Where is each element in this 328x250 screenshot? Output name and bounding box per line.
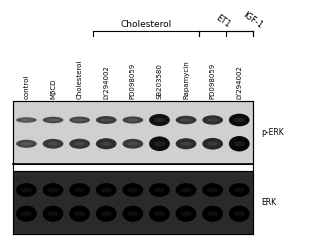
Ellipse shape bbox=[180, 142, 192, 146]
Ellipse shape bbox=[234, 118, 245, 122]
Ellipse shape bbox=[154, 188, 165, 192]
Ellipse shape bbox=[149, 136, 170, 151]
Ellipse shape bbox=[149, 114, 170, 126]
Text: SB203580: SB203580 bbox=[156, 63, 162, 99]
Ellipse shape bbox=[122, 206, 143, 222]
Ellipse shape bbox=[100, 118, 112, 122]
Ellipse shape bbox=[127, 142, 138, 146]
Ellipse shape bbox=[47, 142, 59, 146]
Ellipse shape bbox=[21, 211, 32, 216]
Ellipse shape bbox=[207, 118, 218, 122]
Text: PD098059: PD098059 bbox=[210, 62, 215, 99]
Ellipse shape bbox=[96, 183, 117, 197]
Ellipse shape bbox=[47, 119, 59, 121]
Ellipse shape bbox=[47, 211, 59, 216]
Text: ERK: ERK bbox=[261, 198, 276, 207]
Ellipse shape bbox=[202, 206, 223, 222]
Ellipse shape bbox=[234, 141, 245, 146]
Ellipse shape bbox=[21, 142, 32, 145]
Ellipse shape bbox=[202, 115, 223, 125]
Ellipse shape bbox=[202, 138, 223, 149]
Ellipse shape bbox=[180, 211, 192, 216]
Ellipse shape bbox=[16, 140, 37, 148]
Ellipse shape bbox=[229, 206, 250, 222]
Text: MβCD: MβCD bbox=[50, 78, 56, 99]
Ellipse shape bbox=[127, 188, 138, 192]
Ellipse shape bbox=[154, 118, 165, 122]
Ellipse shape bbox=[154, 211, 165, 216]
Text: Cholesterol: Cholesterol bbox=[77, 59, 83, 99]
Text: ET1: ET1 bbox=[214, 14, 232, 30]
Ellipse shape bbox=[21, 119, 32, 121]
Ellipse shape bbox=[127, 211, 138, 216]
Ellipse shape bbox=[100, 142, 112, 146]
Ellipse shape bbox=[122, 116, 143, 123]
Text: control: control bbox=[23, 74, 30, 99]
Text: Rapamycin: Rapamycin bbox=[183, 60, 189, 99]
Ellipse shape bbox=[207, 188, 218, 192]
Ellipse shape bbox=[96, 138, 117, 149]
Ellipse shape bbox=[122, 183, 143, 197]
Ellipse shape bbox=[43, 139, 63, 148]
Ellipse shape bbox=[176, 206, 196, 222]
Bar bbox=[13, 171, 253, 234]
Text: p-ERK: p-ERK bbox=[261, 128, 283, 137]
Ellipse shape bbox=[176, 183, 196, 197]
Text: LY294002: LY294002 bbox=[103, 65, 109, 99]
Ellipse shape bbox=[74, 211, 85, 216]
Ellipse shape bbox=[180, 188, 192, 192]
Ellipse shape bbox=[207, 211, 218, 216]
Ellipse shape bbox=[74, 119, 85, 121]
Ellipse shape bbox=[149, 183, 170, 197]
Ellipse shape bbox=[234, 211, 245, 216]
Ellipse shape bbox=[149, 206, 170, 222]
Text: PD098059: PD098059 bbox=[130, 62, 136, 99]
Ellipse shape bbox=[202, 183, 223, 197]
Text: Cholesterol: Cholesterol bbox=[120, 20, 172, 29]
Ellipse shape bbox=[16, 117, 37, 123]
Ellipse shape bbox=[154, 141, 165, 146]
Ellipse shape bbox=[43, 206, 63, 222]
Ellipse shape bbox=[43, 183, 63, 197]
Ellipse shape bbox=[69, 116, 90, 123]
Ellipse shape bbox=[176, 116, 196, 124]
Ellipse shape bbox=[16, 206, 37, 222]
Ellipse shape bbox=[74, 188, 85, 192]
Ellipse shape bbox=[47, 188, 59, 192]
Ellipse shape bbox=[229, 136, 250, 152]
Ellipse shape bbox=[96, 116, 117, 124]
Ellipse shape bbox=[127, 119, 138, 121]
Ellipse shape bbox=[176, 138, 196, 149]
Ellipse shape bbox=[74, 142, 85, 146]
Text: IGF-1: IGF-1 bbox=[241, 10, 264, 30]
Ellipse shape bbox=[207, 142, 218, 146]
Bar bbox=[13, 101, 253, 164]
Ellipse shape bbox=[229, 114, 250, 126]
Ellipse shape bbox=[69, 139, 90, 149]
Ellipse shape bbox=[69, 183, 90, 197]
Ellipse shape bbox=[16, 183, 37, 197]
Ellipse shape bbox=[180, 118, 192, 122]
Ellipse shape bbox=[69, 206, 90, 222]
Ellipse shape bbox=[100, 211, 112, 216]
Ellipse shape bbox=[229, 183, 250, 197]
Ellipse shape bbox=[100, 188, 112, 192]
Ellipse shape bbox=[122, 139, 143, 148]
Ellipse shape bbox=[21, 188, 32, 192]
Ellipse shape bbox=[43, 117, 63, 123]
Ellipse shape bbox=[234, 188, 245, 192]
Ellipse shape bbox=[96, 206, 117, 222]
Text: LY294002: LY294002 bbox=[236, 65, 242, 99]
